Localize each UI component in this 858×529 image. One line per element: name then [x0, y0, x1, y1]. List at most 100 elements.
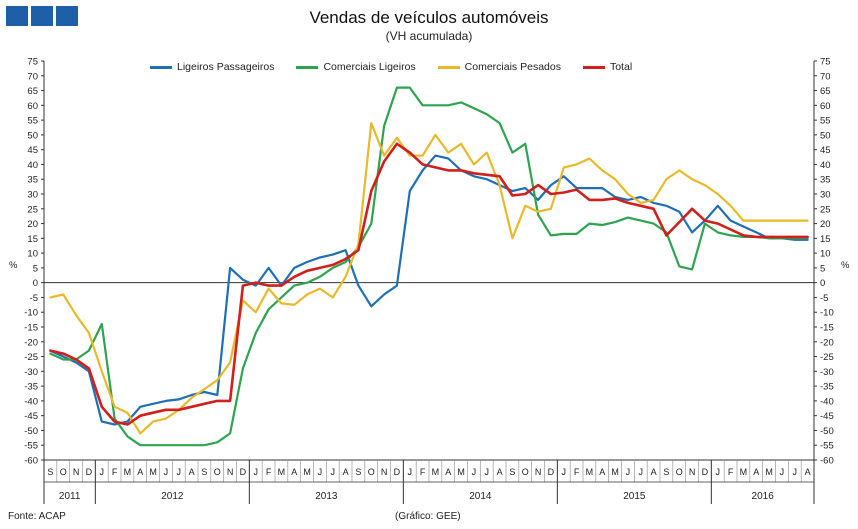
x-tick-label: J	[100, 467, 105, 477]
y-tick-label-right: 65	[820, 86, 831, 97]
y-tick-label-left: -40	[24, 396, 38, 407]
y-tick-label-right: 30	[820, 190, 831, 201]
x-tick-label: M	[740, 467, 748, 477]
legend-item: Total	[582, 61, 633, 73]
x-tick-label: A	[753, 467, 759, 477]
y-tick-label-left: 25	[27, 204, 38, 215]
y-tick-label-left: 5	[33, 263, 38, 274]
y-tick-label-left: 70	[27, 71, 38, 82]
y-tick-label-left: 60	[27, 101, 38, 112]
year-label: 2015	[623, 491, 646, 502]
source-note: Fonte: ACAP	[8, 511, 66, 522]
x-tick-label: O	[368, 467, 375, 477]
x-tick-label: F	[420, 467, 426, 477]
x-tick-label: F	[728, 467, 734, 477]
x-tick-label: M	[149, 467, 157, 477]
y-tick-label-right: -50	[820, 426, 834, 437]
y-tick-label-left: -25	[24, 352, 38, 363]
y-tick-label-left: 75	[27, 57, 38, 68]
legend-swatch	[437, 65, 460, 69]
y-tick-label-right: 0	[820, 278, 825, 289]
x-tick-label: M	[432, 467, 440, 477]
y-tick-label-right: -55	[820, 441, 834, 452]
y-tick-label-right: -35	[820, 382, 834, 393]
y-tick-label-right: 50	[820, 130, 831, 141]
y-axis-label-right: %	[841, 260, 850, 271]
x-tick-label: A	[599, 467, 605, 477]
y-tick-label-right: 10	[820, 249, 831, 260]
logo-block-2	[31, 6, 53, 26]
legend-label: Comerciais Ligeiros	[323, 61, 416, 73]
series-line-2	[49, 86, 809, 447]
y-tick-label-left: -20	[24, 337, 38, 348]
x-tick-label: M	[278, 467, 286, 477]
x-tick-label: A	[497, 467, 503, 477]
y-tick-label-right: 5	[820, 263, 825, 274]
x-tick-label: F	[574, 467, 580, 477]
legend-item: Comerciais Ligeiros	[296, 61, 416, 73]
y-tick-label-left: 50	[27, 130, 38, 141]
x-tick-label: N	[227, 467, 234, 477]
y-tick-label-left: 0	[33, 278, 38, 289]
y-tick-label-right: -60	[820, 456, 834, 467]
x-tick-label: D	[240, 467, 247, 477]
y-axis-label-left: %	[9, 260, 18, 271]
x-tick-label: S	[509, 467, 515, 477]
x-tick-label: N	[689, 467, 696, 477]
y-tick-label-right: 25	[820, 204, 831, 215]
x-tick-label: M	[457, 467, 465, 477]
y-tick-label-left: 35	[27, 175, 38, 186]
y-tick-label-right: -45	[820, 411, 834, 422]
x-tick-label: F	[266, 467, 272, 477]
y-tick-label-right: 75	[820, 57, 831, 68]
x-tick-label: N	[381, 467, 388, 477]
x-tick-label: J	[472, 467, 477, 477]
x-tick-label: M	[124, 467, 132, 477]
chart-legend: Ligeiros Passageiros Comerciais Ligeiros…	[150, 61, 632, 73]
x-tick-label: F	[112, 467, 118, 477]
chart-title: Vendas de veículos automóveis	[309, 8, 549, 27]
y-tick-label-left: -35	[24, 382, 38, 393]
series-line-3	[49, 121, 809, 435]
y-tick-label-right: 40	[820, 160, 831, 171]
year-label: 2012	[161, 491, 184, 502]
legend-label: Total	[609, 61, 633, 73]
y-tick-label-right: -25	[820, 352, 834, 363]
x-tick-label: A	[291, 467, 297, 477]
y-tick-label-left: 40	[27, 160, 38, 171]
y-tick-label-right: -10	[820, 308, 834, 319]
logo-block-1	[6, 6, 28, 26]
y-tick-label-right: 15	[820, 234, 831, 245]
series-line-4	[49, 142, 809, 426]
y-tick-label-left: 55	[27, 116, 38, 127]
x-tick-label: D	[548, 467, 555, 477]
year-label: 2013	[315, 491, 338, 502]
x-tick-label: J	[780, 467, 785, 477]
x-tick-label: J	[254, 467, 259, 477]
x-tick-label: S	[355, 467, 361, 477]
y-tick-label-left: 30	[27, 190, 38, 201]
x-tick-label: J	[408, 467, 413, 477]
x-tick-label: A	[189, 467, 195, 477]
legend-item: Ligeiros Passageiros	[150, 61, 274, 73]
year-label: 2011	[59, 491, 81, 502]
x-tick-label: N	[73, 467, 80, 477]
legend-swatch	[150, 65, 172, 69]
legend-item: Comerciais Pesados	[437, 61, 561, 73]
y-tick-label-left: 20	[27, 219, 38, 230]
x-tick-label: S	[47, 467, 53, 477]
x-tick-label: D	[86, 467, 93, 477]
x-tick-label: J	[716, 467, 721, 477]
x-tick-label: J	[626, 467, 631, 477]
x-tick-label: D	[394, 467, 401, 477]
legend-label: Ligeiros Passageiros	[177, 61, 275, 73]
y-tick-label-left: 15	[27, 234, 38, 245]
y-tick-label-left: -30	[24, 367, 38, 378]
y-tick-label-left: -60	[24, 456, 38, 467]
x-tick-label: O	[214, 467, 221, 477]
x-tick-label: A	[343, 467, 349, 477]
x-tick-label: S	[201, 467, 207, 477]
x-tick-label: A	[651, 467, 657, 477]
x-tick-label: J	[331, 467, 336, 477]
y-tick-label-left: -10	[24, 308, 38, 319]
